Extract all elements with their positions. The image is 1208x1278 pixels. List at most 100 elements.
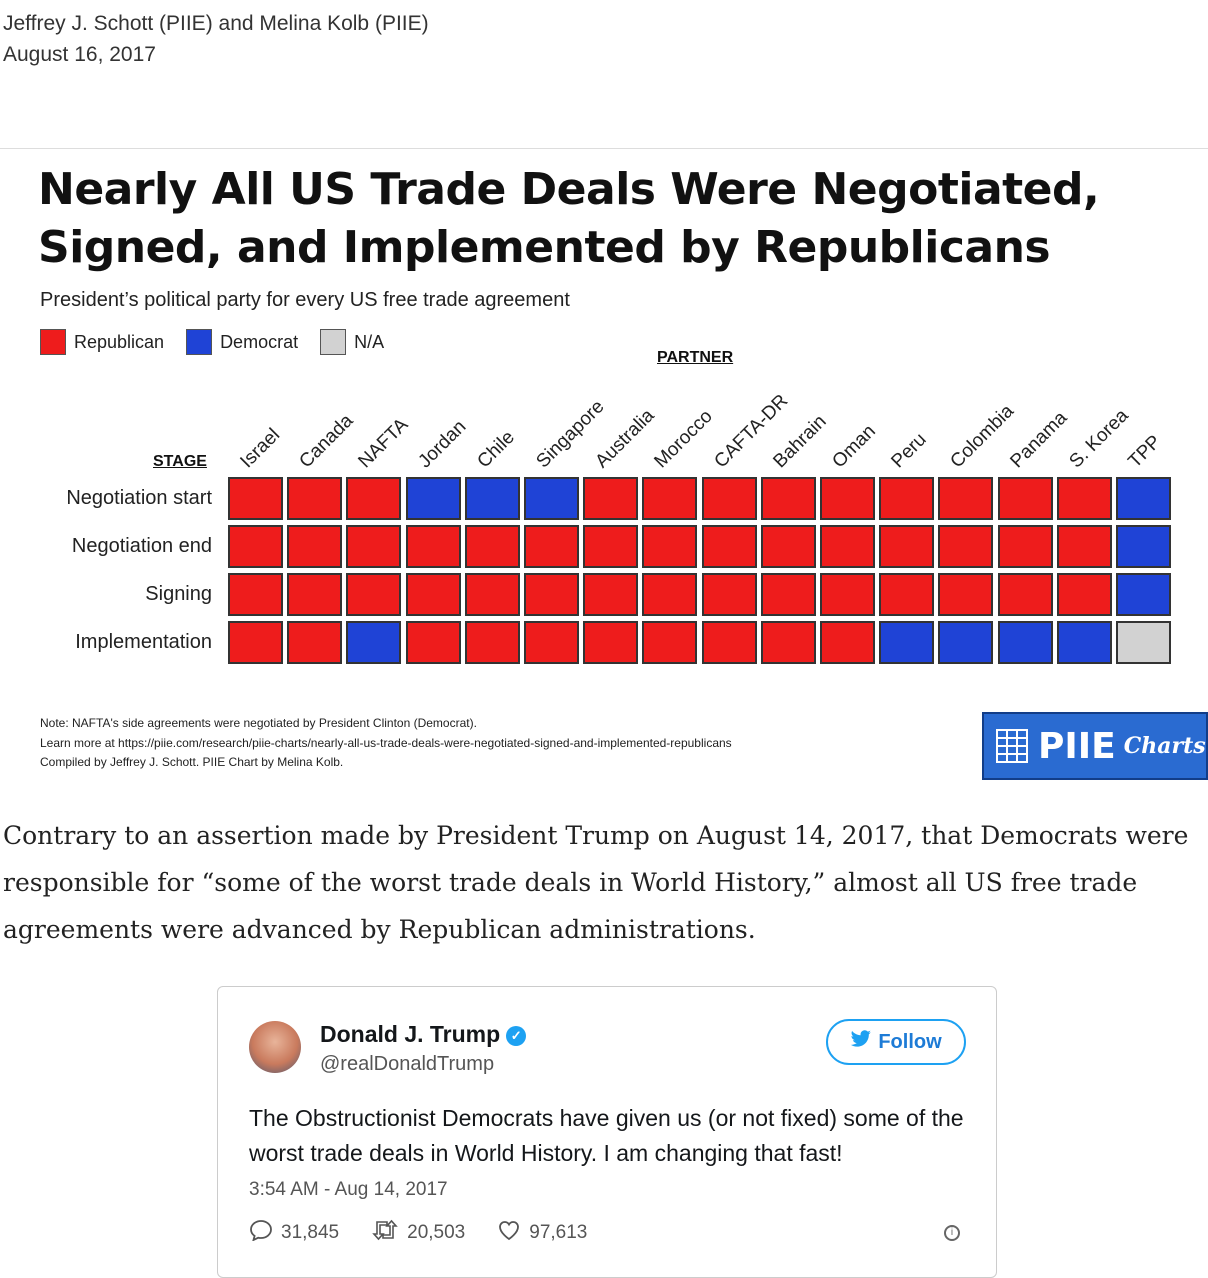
partner-label-morocco: Morocco: [650, 405, 718, 473]
chart-source-link[interactable]: Learn more at https://piie.com/research/…: [40, 735, 732, 750]
partner-label-colombia: Colombia: [946, 400, 1019, 473]
legend-item-democrat: Democrat: [186, 329, 298, 355]
legend-item-na: N/A: [320, 329, 384, 355]
follow-button-label: Follow: [878, 1030, 942, 1053]
cell-peru-implementation: [879, 621, 935, 664]
cell-bahrain-negotiation-start: [760, 477, 816, 520]
cell-chile-negotiation-end: [464, 525, 520, 568]
cell-nafta-signing: [346, 573, 402, 616]
cell-jordan-signing: [405, 573, 461, 616]
partner-label-canada: Canada: [295, 410, 358, 473]
cell-tpp-signing: [1116, 573, 1171, 616]
cell-peru-negotiation-start: [879, 477, 935, 520]
cell-chile-negotiation-start: [464, 477, 520, 520]
cell-cafta-dr-negotiation-end: [701, 525, 757, 568]
avatar[interactable]: [249, 1021, 301, 1073]
cell-bahrain-negotiation-end: [760, 525, 816, 568]
cell-s-korea-implementation: [1056, 621, 1112, 664]
cell-peru-signing: [879, 573, 935, 616]
stage-axis-label: STAGE: [153, 453, 207, 470]
cell-canada-negotiation-end: [287, 525, 343, 568]
partner-label-nafta: NAFTA: [354, 414, 413, 473]
partner-label-chile: Chile: [473, 426, 519, 473]
partner-label-israel: Israel: [236, 424, 285, 473]
retweet-button[interactable]: 20,503: [371, 1219, 465, 1247]
cell-cafta-dr-implementation: [701, 621, 757, 664]
cell-singapore-negotiation-end: [524, 525, 579, 568]
cell-nafta-implementation: [346, 621, 402, 664]
cell-s-korea-negotiation-start: [1056, 477, 1112, 520]
reply-button[interactable]: 31,845: [249, 1219, 339, 1247]
legend-label-democrat: Democrat: [220, 331, 299, 352]
twitter-bird-icon: [850, 1030, 872, 1054]
tweet-timestamp[interactable]: 3:54 AM - Aug 14, 2017: [249, 1179, 448, 1200]
cell-panama-implementation: [997, 621, 1053, 664]
cell-colombia-negotiation-start: [938, 477, 994, 520]
cell-israel-negotiation-end: [228, 525, 283, 568]
cell-panama-negotiation-end: [997, 525, 1053, 568]
tweet-actions: 31,845 20,503 97,613: [249, 1219, 587, 1247]
cell-cafta-dr-negotiation-start: [701, 477, 757, 520]
follow-button[interactable]: Follow: [826, 1019, 966, 1065]
like-button[interactable]: 97,613: [497, 1219, 587, 1247]
cell-panama-signing: [997, 573, 1053, 616]
cell-canada-signing: [287, 573, 343, 616]
logo-charts: Charts: [1123, 733, 1206, 759]
byline-date: August 16, 2017: [3, 43, 156, 66]
partner-label-jordan: Jordan: [414, 416, 470, 473]
reply-icon: [249, 1219, 273, 1247]
cell-singapore-implementation: [524, 621, 579, 664]
reply-count: 31,845: [281, 1222, 340, 1243]
cell-tpp-negotiation-end: [1116, 525, 1171, 568]
cell-jordan-negotiation-start: [405, 477, 461, 520]
tweet-author-handle[interactable]: @realDonaldTrump: [320, 1053, 495, 1075]
cell-singapore-signing: [524, 573, 579, 616]
legend-swatch-na: [320, 329, 347, 355]
partner-label-oman: Oman: [828, 420, 880, 473]
cell-morocco-implementation: [642, 621, 698, 664]
building-icon: [994, 724, 1030, 769]
chart-note: Note: NAFTA's side agreements were negot…: [40, 716, 477, 730]
cell-tpp-negotiation-start: [1116, 477, 1171, 520]
chart-title: Nearly All US Trade Deals Were Negotiate…: [38, 161, 1158, 277]
cell-australia-negotiation-end: [583, 525, 639, 568]
retweet-count: 20,503: [407, 1222, 466, 1243]
legend-label-republican: Republican: [74, 331, 165, 352]
cell-australia-negotiation-start: [583, 477, 639, 520]
chart-credit: Compiled by Jeffrey J. Schott. PIIE Char…: [40, 755, 344, 769]
cell-israel-negotiation-start: [228, 477, 283, 520]
trade-deals-chart: Nearly All US Trade Deals Were Negotiate…: [0, 148, 1208, 784]
cell-oman-negotiation-start: [820, 477, 875, 520]
cell-israel-signing: [228, 573, 283, 616]
embedded-tweet[interactable]: Donald J. Trump ✓ @realDonaldTrump Follow…: [217, 986, 997, 1278]
tweet-author-name-text: Donald J. Trump: [320, 1021, 501, 1047]
legend-swatch-democrat: [186, 329, 213, 355]
cell-colombia-implementation: [938, 621, 994, 664]
article-paragraph: Contrary to an assertion made by Preside…: [3, 821, 1189, 944]
like-count: 97,613: [529, 1222, 588, 1243]
piie-charts-logo: PIIE Charts: [982, 712, 1208, 780]
cell-chile-signing: [464, 573, 520, 616]
info-icon[interactable]: i: [944, 1225, 960, 1241]
verified-badge-icon: ✓: [506, 1025, 527, 1046]
cell-oman-signing: [820, 573, 875, 616]
cell-oman-negotiation-end: [820, 525, 875, 568]
legend-item-republican: Republican: [40, 329, 164, 355]
cell-canada-implementation: [287, 621, 343, 664]
stage-label-implementation: Implementation: [75, 631, 212, 653]
chart-title-line1: Nearly All US Trade Deals Were Negotiate…: [38, 164, 1100, 215]
heart-icon: [497, 1219, 521, 1247]
stage-label-negotiation-end: Negotiation end: [71, 535, 212, 557]
cell-bahrain-implementation: [760, 621, 816, 664]
cell-s-korea-signing: [1056, 573, 1112, 616]
chart-notes: Note: NAFTA's side agreements were negot…: [40, 714, 732, 773]
cell-australia-signing: [583, 573, 639, 616]
cell-colombia-negotiation-end: [938, 525, 994, 568]
partner-label-s-korea: S. Korea: [1065, 405, 1133, 473]
cell-morocco-negotiation-start: [642, 477, 698, 520]
tweet-author-name[interactable]: Donald J. Trump ✓: [320, 1021, 527, 1048]
cell-nafta-negotiation-start: [346, 477, 402, 520]
cell-bahrain-signing: [760, 573, 816, 616]
cell-nafta-negotiation-end: [346, 525, 402, 568]
legend-swatch-republican: [40, 329, 66, 355]
